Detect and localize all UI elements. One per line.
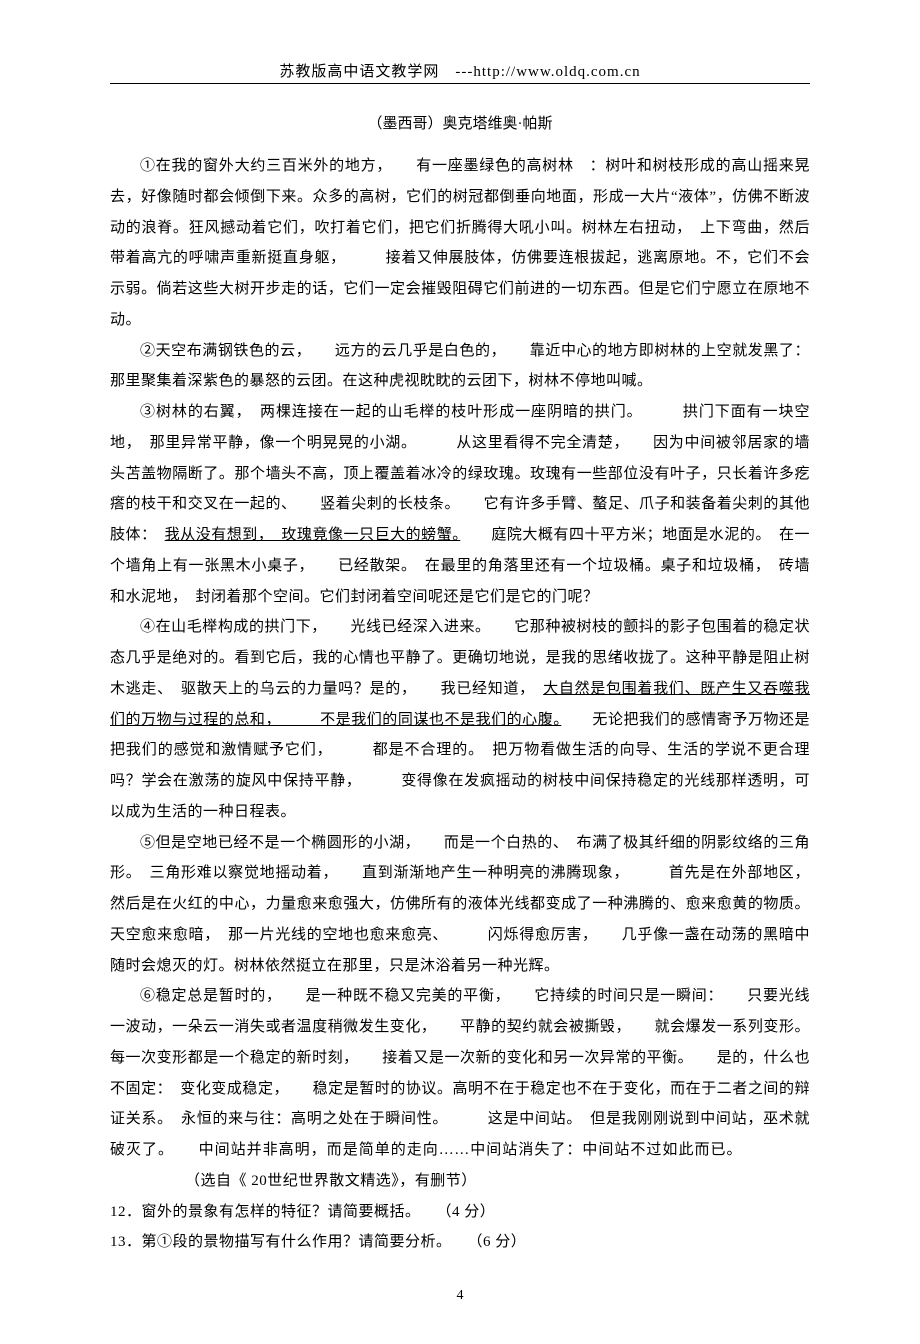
question-13: 13．第①段的景物描写有什么作用？请简要分析。 （6 分） — [110, 1227, 810, 1258]
page-number: 4 — [110, 1288, 810, 1304]
source-citation: （选自《 20世纪世界散文精选》，有删节） — [155, 1166, 477, 1197]
document-page: 苏教版高中语文教学网 ---http://www.oldq.com.cn （墨西… — [0, 0, 920, 1344]
paragraph-5: ⑤但是空地已经不是一个椭圆形的小湖， 而是一个白热的、 布满了极其纤细的阴影纹络… — [110, 828, 810, 982]
page-header: 苏教版高中语文教学网 ---http://www.oldq.com.cn — [110, 60, 810, 81]
para3-text-a: ③树林的右翼， 两棵连接在一起的山毛榉的枝叶形成一座阴暗的拱门。 拱门下面有一块… — [110, 404, 810, 543]
para6-text: ⑥稳定总是暂时的， 是一种既不稳又完美的平衡， 它持续的时间只是一瞬间： 只要光… — [110, 988, 810, 1158]
author-line: （墨西哥）奥克塔维奥·帕斯 — [110, 112, 810, 133]
paragraph-6: ⑥稳定总是暂时的， 是一种既不稳又完美的平衡， 它持续的时间只是一瞬间： 只要光… — [110, 981, 810, 1196]
para3-underline: 我从没有想到， 玫瑰竟像一只巨大的螃蟹。 — [165, 527, 461, 543]
header-rule — [110, 83, 810, 84]
paragraph-4: ④在山毛榉构成的拱门下， 光线已经深入进来。 它那种被树枝的颤抖的影子包围着的稳… — [110, 612, 810, 827]
paragraph-2: ②天空布满钢铁色的云， 远方的云几乎是白色的， 靠近中心的地方即树林的上空就发黑… — [110, 336, 810, 398]
paragraph-3: ③树林的右翼， 两棵连接在一起的山毛榉的枝叶形成一座阴暗的拱门。 拱门下面有一块… — [110, 397, 810, 612]
paragraph-1: ①在我的窗外大约三百米外的地方， 有一座墨绿色的高树林 ：树叶和树枝形成的高山摇… — [110, 151, 810, 336]
question-12: 12．窗外的景象有怎样的特征？请简要概括。 （4 分） — [110, 1197, 810, 1228]
